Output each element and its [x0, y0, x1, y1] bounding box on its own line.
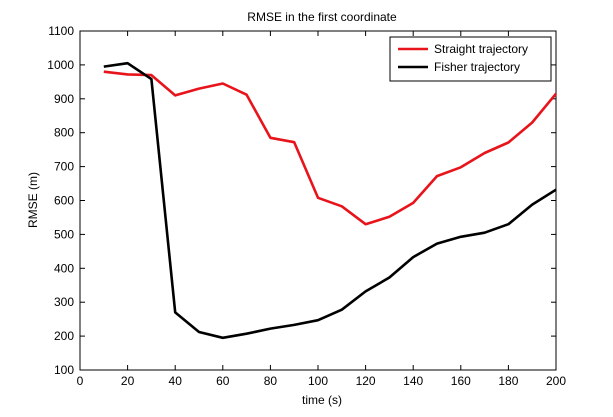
legend-box: [389, 36, 552, 82]
series-line-fisher-trajectory: [103, 61, 557, 340]
x-tick-label: 100: [308, 374, 328, 388]
legend-label: Fisher trajectory: [434, 60, 520, 74]
chart-title: RMSE in the first coordinate: [247, 10, 397, 24]
x-tick-label: 140: [403, 374, 423, 388]
legend: Straight trajectory Fisher trajectory: [389, 36, 552, 82]
x-tick-label: 20: [121, 374, 135, 388]
y-tick-label: 500: [54, 227, 74, 241]
y-tick-label: 100: [54, 363, 74, 377]
y-tick-label: 800: [54, 126, 74, 140]
series-line-straight-trajectory: [103, 70, 558, 226]
y-tick-label: 600: [54, 194, 74, 208]
y-axis: 100 200 300 400 500 600 700 800 900 1000 1100: [47, 24, 556, 377]
y-tick-label: 1100: [48, 24, 74, 38]
x-tick-label: 40: [169, 374, 183, 388]
x-tick-label: 0: [77, 374, 84, 388]
plot-area: 0 20 40 60 80 100 120 140 160 180 200 100 200 300 400…: [47, 24, 566, 388]
y-tick-label: 700: [54, 160, 74, 174]
y-tick-label: 900: [54, 92, 74, 106]
x-tick-label: 80: [264, 374, 278, 388]
legend-label: Straight trajectory: [434, 42, 528, 56]
y-tick-label: 1000: [47, 58, 74, 72]
x-tick-label: 120: [356, 374, 376, 388]
series-layer: [103, 61, 558, 340]
x-tick-label: 60: [216, 374, 230, 388]
x-tick-label: 160: [451, 374, 471, 388]
y-axis-title: RMSE (m): [26, 172, 40, 228]
y-tick-label: 400: [54, 261, 74, 275]
y-tick-label: 200: [54, 329, 74, 343]
x-axis-title: time (s): [302, 393, 342, 407]
x-tick-label: 200: [546, 374, 566, 388]
axes-frame: [79, 30, 557, 371]
x-axis: 0 20 40 60 80 100 120 140 160 180 200: [77, 31, 566, 388]
y-tick-label: 300: [54, 295, 74, 309]
x-tick-label: 180: [498, 374, 518, 388]
